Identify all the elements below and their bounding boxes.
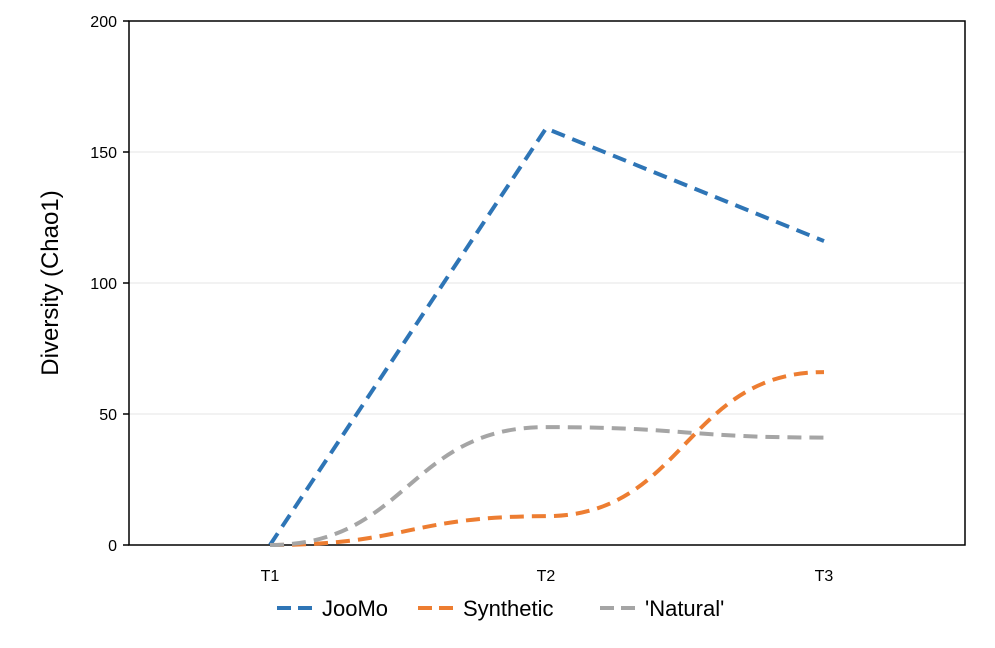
y-tick-label: 50 — [99, 407, 117, 424]
y-tick-label: 200 — [90, 14, 117, 31]
x-tick-label: T3 — [815, 568, 834, 585]
series-lines — [268, 125, 825, 547]
legend-label: Synthetic — [463, 596, 554, 621]
x-tick-label: T2 — [537, 568, 556, 585]
legend: JooMo Synthetic 'Natural' — [277, 596, 724, 621]
legend-label: JooMo — [322, 596, 388, 621]
y-tick-label: 0 — [108, 538, 117, 555]
y-tick-label: 150 — [90, 145, 117, 162]
legend-label: 'Natural' — [645, 596, 724, 621]
series-line-1 — [269, 370, 825, 547]
series-line-2 — [269, 425, 825, 547]
x-tick-label: T1 — [261, 568, 280, 585]
y-axis-ticks: 0 50 100 150 200 — [90, 14, 129, 555]
y-axis-title: Diversity (Chao1) — [37, 190, 64, 375]
series-line-0 — [268, 125, 825, 547]
x-axis-ticks: T1 T2 T3 — [261, 568, 834, 585]
gridlines — [129, 151, 965, 415]
y-tick-label: 100 — [90, 276, 117, 293]
